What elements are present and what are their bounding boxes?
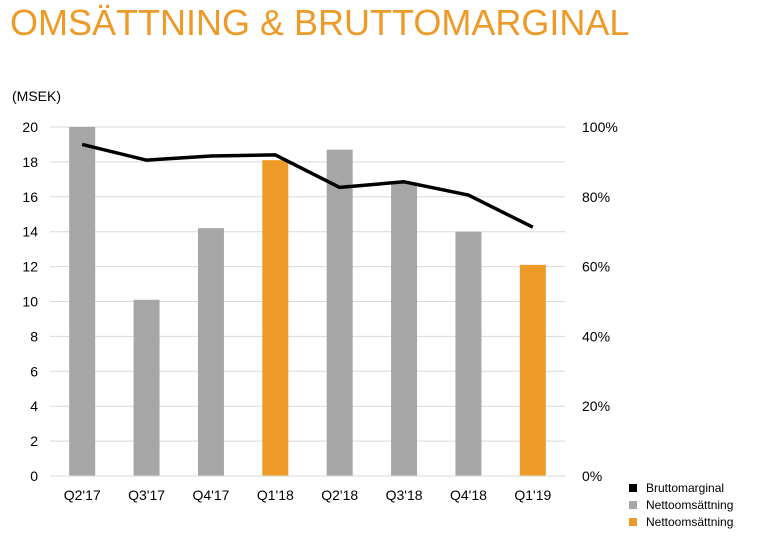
bar	[519, 264, 546, 476]
y-left-tick-label: 16	[22, 189, 38, 205]
bar	[197, 228, 224, 476]
y-left-tick-label: 8	[30, 328, 38, 344]
legend-swatch	[629, 518, 637, 526]
legend-swatch	[629, 501, 637, 509]
x-tick-label: Q3'17	[128, 487, 165, 503]
gridlines	[50, 126, 565, 477]
y-left-tick-label: 20	[22, 119, 38, 135]
y-left-tick-label: 14	[22, 224, 38, 240]
bar	[455, 231, 482, 476]
y-right-tick-label: 40%	[582, 328, 610, 344]
y-right-tick-label: 20%	[582, 398, 610, 414]
x-tick-label: Q1'19	[514, 487, 551, 503]
x-tick-label: Q4'18	[450, 487, 487, 503]
y-left-tick-label: 6	[30, 363, 38, 379]
x-tick-label: Q1'18	[257, 487, 294, 503]
y-left-unit-label: (MSEK)	[12, 88, 61, 104]
y-right-tick-label: 60%	[582, 259, 610, 275]
bar-series	[69, 127, 546, 476]
y-left-tick-label: 18	[22, 154, 38, 170]
x-tick-label: Q4'17	[192, 487, 229, 503]
line-series	[81, 142, 534, 229]
y-right-tick-label: 100%	[582, 119, 618, 135]
legend-label: Bruttomarginal	[646, 481, 724, 495]
legend: Bruttomarginal Nettoomsättning Nettoomsätt…	[629, 481, 733, 529]
bar	[69, 127, 96, 476]
chart-title: OMSÄTTNING & BRUTTOMARGINAL	[10, 2, 630, 43]
axes: 0 2 4 6 8 10 12 14 16 18 20 0% 20% 40% 60% 80% 100% (MSEK…	[12, 88, 618, 503]
x-tick-label: Q3'18	[386, 487, 423, 503]
bar	[326, 149, 353, 476]
y-left-tick-label: 0	[30, 468, 38, 484]
legend-label: Nettoomsättning	[646, 515, 733, 529]
x-tick-label: Q2'17	[64, 487, 101, 503]
y-right-tick-label: 0%	[582, 468, 602, 484]
y-left-tick-label: 12	[22, 259, 38, 275]
line-series-path	[81, 142, 534, 229]
legend-swatch	[629, 484, 637, 492]
bar	[133, 299, 160, 476]
y-left-tick-label: 2	[30, 433, 38, 449]
bar	[262, 160, 289, 476]
bar	[391, 182, 418, 476]
legend-label: Nettoomsättning	[646, 498, 733, 512]
x-tick-label: Q2'18	[321, 487, 358, 503]
y-right-tick-label: 80%	[582, 189, 610, 205]
y-left-tick-label: 4	[30, 398, 38, 414]
y-left-tick-label: 10	[22, 294, 38, 310]
